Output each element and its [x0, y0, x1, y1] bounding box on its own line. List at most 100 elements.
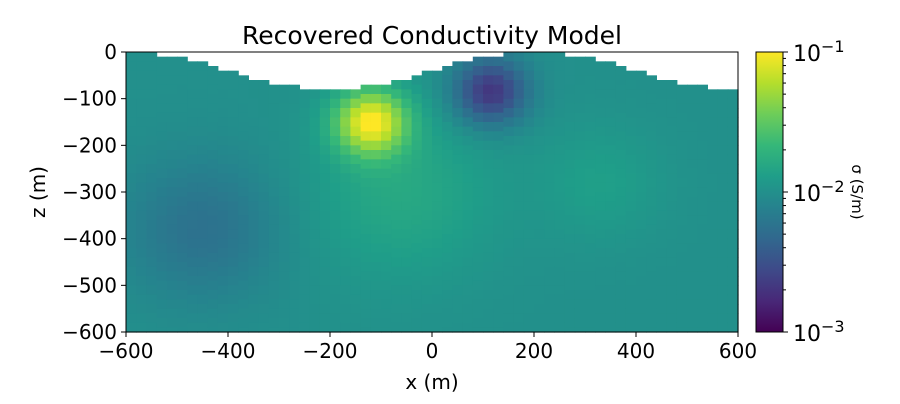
heatmap-cell — [166, 318, 178, 328]
heatmap-cell — [605, 276, 617, 286]
heatmap-cell — [289, 131, 300, 142]
heatmap-cell — [493, 234, 504, 244]
heatmap-cell — [615, 215, 627, 226]
heatmap-cell — [615, 187, 627, 198]
heatmap-cell — [136, 201, 147, 212]
heatmap-cell — [513, 257, 525, 268]
heatmap-cell — [217, 210, 229, 221]
heatmap-cell — [340, 136, 351, 146]
heatmap-cell — [207, 178, 219, 188]
heatmap-cell — [697, 84, 708, 95]
heatmap-cell — [421, 276, 433, 286]
heatmap-cell — [309, 108, 321, 118]
heatmap-cell — [483, 280, 494, 291]
heatmap-cell — [146, 164, 158, 174]
heatmap-cell — [156, 206, 168, 216]
heatmap-cell — [156, 327, 168, 333]
heatmap-cell — [391, 257, 402, 268]
heatmap-cell — [207, 262, 219, 272]
heatmap-cell — [625, 173, 637, 184]
heatmap-cell — [472, 66, 484, 76]
heatmap-cell — [585, 103, 596, 114]
heatmap-cell — [411, 215, 423, 226]
heatmap-cell — [676, 168, 688, 179]
x-axis: −600 −400 −200 0 200 400 600 — [99, 332, 757, 363]
heatmap-cell — [687, 122, 698, 132]
heatmap-cell — [574, 308, 586, 319]
heatmap-cell — [534, 70, 545, 81]
heatmap-cell — [503, 61, 515, 72]
heatmap-cell — [248, 164, 260, 174]
heatmap-cell — [370, 234, 382, 244]
heatmap-cell — [595, 182, 606, 193]
heatmap-cell — [687, 94, 698, 104]
heatmap-cell — [217, 117, 229, 128]
heatmap-cell — [707, 126, 719, 137]
heatmap-cell — [666, 322, 678, 333]
heatmap-cell — [636, 145, 647, 156]
heatmap-cell — [523, 322, 535, 333]
heatmap-cell — [421, 313, 433, 324]
heatmap-cell — [207, 224, 219, 235]
heatmap-cell — [534, 52, 545, 62]
x-tick-label: −200 — [303, 339, 358, 363]
heatmap-cell — [493, 308, 504, 319]
heatmap-cell — [411, 318, 423, 328]
heatmap-cell — [544, 164, 555, 174]
heatmap-cell — [370, 159, 382, 170]
heatmap-cell — [166, 196, 178, 207]
heatmap-cell — [503, 145, 515, 156]
heatmap-cell — [370, 290, 382, 300]
heatmap-cell — [411, 187, 423, 198]
heatmap-cell — [421, 154, 433, 165]
heatmap-cell — [452, 98, 464, 109]
heatmap-cell — [156, 187, 168, 198]
heatmap-cell — [513, 201, 525, 212]
heatmap-cell — [544, 285, 555, 296]
heatmap-cell — [615, 206, 627, 216]
heatmap-cell — [717, 182, 729, 193]
heatmap-cell — [452, 89, 464, 100]
heatmap-cell — [636, 108, 647, 118]
heatmap-cell — [330, 117, 341, 128]
heatmap-cell — [238, 243, 249, 254]
heatmap-cell — [319, 154, 331, 165]
heatmap-cell — [381, 280, 392, 291]
heatmap-cell — [156, 103, 168, 114]
heatmap-cell — [656, 266, 668, 277]
heatmap-cell — [523, 248, 535, 258]
heatmap-cell — [676, 224, 688, 235]
heatmap-cell — [687, 159, 698, 170]
heatmap-cell — [625, 304, 637, 314]
heatmap-cell — [707, 136, 719, 146]
heatmap-cell — [126, 248, 137, 258]
heatmap-cell — [207, 187, 219, 198]
heatmap-cell — [625, 80, 637, 90]
heatmap-cell — [646, 178, 657, 188]
heatmap-cell — [462, 89, 474, 100]
heatmap-cell — [350, 229, 362, 240]
heatmap-cell — [574, 159, 586, 170]
heatmap-cell — [666, 117, 678, 128]
heatmap-cell — [523, 192, 535, 202]
heatmap-cell — [697, 308, 708, 319]
heatmap-cell — [483, 243, 494, 254]
heatmap-cell — [166, 178, 178, 188]
heatmap-cell — [401, 220, 413, 230]
heatmap-cell — [452, 285, 464, 296]
heatmap-cell — [442, 318, 453, 328]
heatmap-cell — [248, 294, 260, 305]
heatmap-cell — [544, 98, 555, 109]
heatmap-cell — [595, 322, 606, 333]
heatmap-cell — [615, 159, 627, 170]
heatmap-cell — [238, 196, 249, 207]
heatmap-cell — [544, 182, 555, 193]
heatmap-cell — [513, 248, 525, 258]
heatmap-cell — [605, 248, 617, 258]
heatmap-cell — [309, 173, 321, 184]
heatmap-cell — [156, 84, 168, 95]
heatmap-cell — [432, 126, 443, 137]
heatmap-cell — [697, 122, 708, 132]
heatmap-cell — [340, 108, 351, 118]
heatmap-cell — [228, 145, 239, 156]
